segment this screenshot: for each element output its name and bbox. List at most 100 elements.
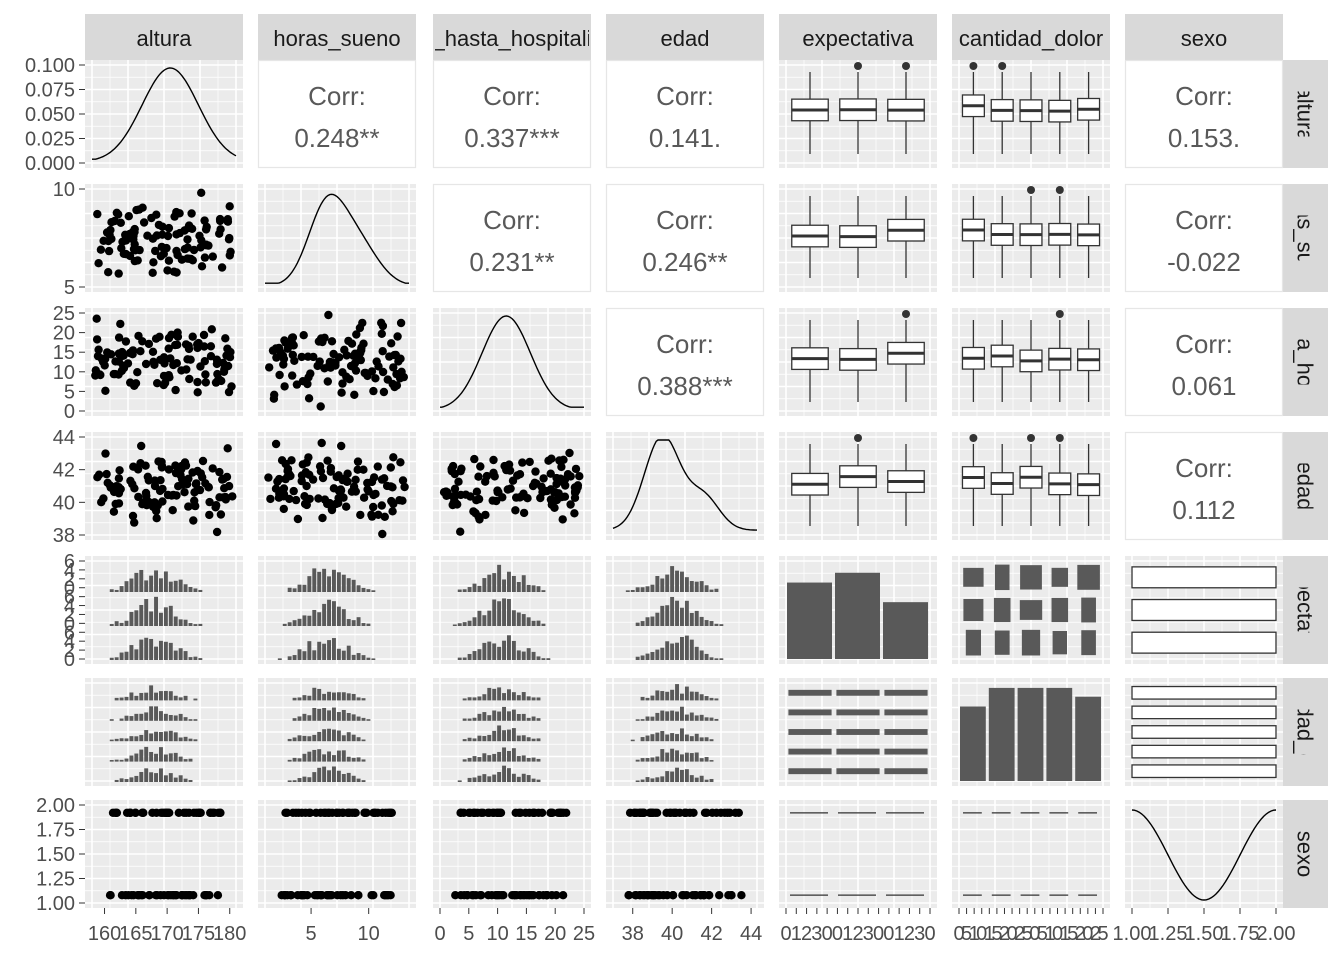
scatter-point [450, 494, 459, 503]
scatter-point [152, 514, 161, 523]
bar [675, 734, 679, 742]
bar [704, 696, 709, 701]
scatter-point [193, 485, 202, 495]
scatter-point [162, 808, 172, 817]
bar [684, 686, 689, 701]
bar [487, 687, 492, 701]
panel-3-3 [606, 432, 764, 540]
corr-value: 0.248** [294, 123, 379, 153]
scatter-point [529, 891, 538, 900]
bar [680, 693, 684, 701]
bar [144, 746, 149, 762]
scatter-point [454, 477, 463, 486]
scatter-point [317, 438, 326, 448]
x-tick-label: 2 [1014, 923, 1025, 945]
bar [689, 775, 694, 782]
scatter-point [152, 891, 162, 900]
scatter-point [441, 487, 451, 496]
bar [188, 623, 193, 626]
panel-6-6 [1125, 800, 1283, 908]
scatter-point [117, 366, 127, 376]
scatter-point [297, 471, 307, 480]
bar [709, 697, 714, 701]
scatter-point [490, 472, 499, 481]
strip-label-2: _hasta_hospitali [431, 26, 591, 51]
bar [332, 729, 336, 742]
scatter-point [320, 495, 330, 504]
panel-2-6: Corr: 0.061 [1124, 307, 1284, 417]
scatter-point [117, 891, 127, 900]
bar [124, 581, 129, 592]
bar [307, 736, 312, 742]
scatter-point [565, 448, 574, 458]
bar [965, 629, 981, 656]
scatter-point [304, 394, 314, 403]
scatter-point [518, 458, 527, 467]
bar [307, 641, 312, 660]
bar [114, 589, 119, 592]
strip-edad [606, 14, 764, 60]
bar [119, 718, 124, 721]
bar [526, 584, 531, 592]
scatter-point [306, 369, 315, 378]
bar [134, 649, 139, 660]
scatter-point [204, 241, 213, 250]
x-tick-label: 2 [852, 923, 863, 945]
x-tick-label: 10 [486, 923, 508, 945]
bar [482, 753, 487, 762]
scatter-point [349, 482, 359, 491]
scatter-point [515, 493, 525, 502]
strip-horas_sueno [258, 14, 416, 60]
scatter-point [734, 808, 743, 817]
bar [129, 692, 134, 701]
y-tick-label: 6 [64, 622, 75, 644]
bar [531, 716, 536, 721]
bar [114, 738, 119, 742]
bar [497, 751, 502, 762]
row-strip-label-1: oras_suen [1293, 187, 1318, 290]
bar [109, 657, 114, 660]
bar [684, 769, 689, 782]
bar [312, 650, 317, 660]
bar [788, 768, 832, 775]
scatter-point [382, 481, 392, 491]
bar [884, 748, 928, 755]
scatter-point [360, 368, 369, 378]
x-tick-label: 0 [883, 923, 894, 945]
x-tick-label: 0 [1082, 923, 1093, 945]
scatter-point [152, 808, 161, 817]
strip-altura [85, 14, 243, 60]
bar [541, 658, 546, 660]
bar [163, 713, 168, 721]
panel-6-2 [433, 800, 591, 908]
scatter-point [216, 510, 226, 519]
panel-6-3 [606, 800, 764, 908]
corr-label: Corr: [308, 81, 366, 111]
scatter-point [712, 808, 721, 817]
scatter-point [323, 456, 332, 465]
scatter-point [171, 385, 180, 395]
bar [183, 717, 188, 721]
scatter-point [380, 512, 389, 521]
scatter-point [525, 457, 534, 467]
bar [356, 716, 361, 721]
scatter-point [377, 475, 387, 484]
x-tick-label: 2 [999, 923, 1010, 945]
bar [502, 747, 506, 762]
bar [173, 752, 178, 762]
x-tick-label: 5 [1067, 923, 1078, 945]
bar [635, 780, 640, 782]
bar [477, 775, 482, 782]
bar [487, 641, 492, 660]
scatter-point [280, 891, 289, 900]
bar [163, 754, 168, 762]
bar [356, 697, 361, 701]
scatter-point [94, 345, 103, 354]
scatter-point [110, 369, 120, 379]
scatter-point [188, 468, 197, 477]
scatter-point [302, 458, 311, 467]
y-tick-label: 1.75 [36, 820, 75, 842]
scatter-point [334, 353, 344, 362]
bar [531, 757, 536, 762]
bar [312, 749, 317, 762]
